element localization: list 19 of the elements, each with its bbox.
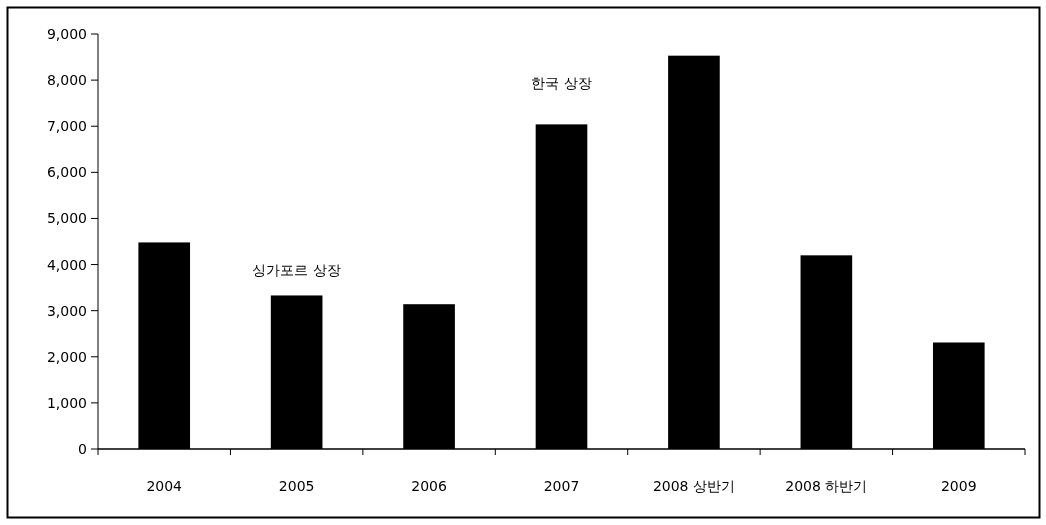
annotation: 싱가포르 상장 xyxy=(252,262,341,278)
annotation: 한국 상장 xyxy=(531,75,592,91)
x-tick-label: 2008 상반기 xyxy=(652,478,735,494)
y-tick-label: 5,000 xyxy=(46,210,87,227)
y-tick-label: 4,000 xyxy=(46,256,87,273)
x-tick-label: 2005 xyxy=(278,478,315,494)
y-tick-label: 0 xyxy=(78,441,87,457)
y-tick-label: 7,000 xyxy=(46,118,87,135)
y-tick-label: 6,000 xyxy=(46,164,87,181)
x-tick-label: 2008 하반기 xyxy=(785,478,868,494)
y-tick-label: 3,000 xyxy=(46,302,87,319)
y-tick-label: 8,000 xyxy=(46,72,87,89)
x-tick-label: 2009 xyxy=(940,478,977,494)
y-tick-label: 2,000 xyxy=(46,348,87,365)
y-tick-label: 1,000 xyxy=(46,394,87,411)
y-tick-label: 9,000 xyxy=(46,26,87,42)
x-tick-label: 2004 xyxy=(146,478,183,494)
x-tick-label: 2007 xyxy=(543,478,580,494)
x-tick-label: 2006 xyxy=(411,478,447,494)
